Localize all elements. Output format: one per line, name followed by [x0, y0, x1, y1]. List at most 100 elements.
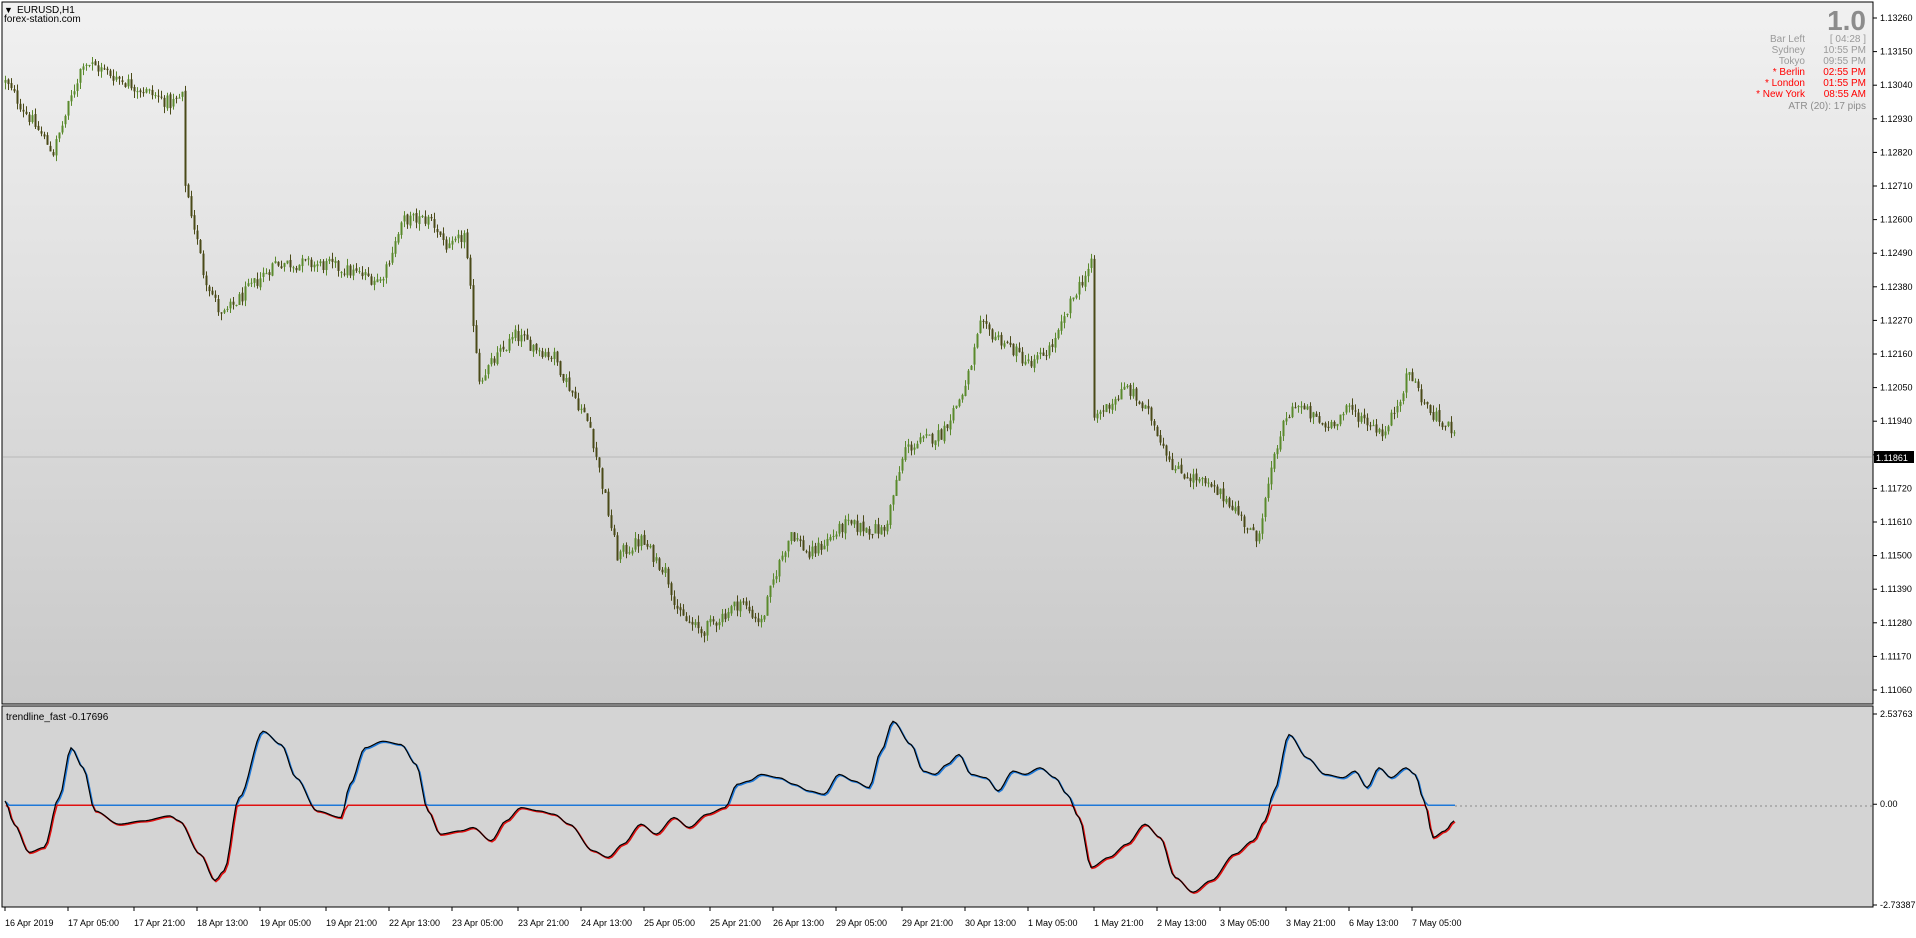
candle-body — [298, 264, 301, 271]
candle-body — [499, 348, 502, 352]
candle-body — [949, 420, 952, 430]
candle-body — [223, 310, 226, 313]
candle-body — [1270, 467, 1273, 485]
candle-body — [1084, 275, 1087, 287]
candle-body — [541, 351, 544, 357]
candle-body — [22, 109, 25, 112]
candle-body — [436, 228, 439, 233]
candle-body — [571, 390, 574, 393]
candle-body — [844, 519, 847, 534]
candle-body — [346, 265, 349, 276]
candle-body — [229, 301, 232, 309]
session-label: * London — [1765, 78, 1805, 89]
candle-body — [481, 380, 484, 382]
candle-body — [283, 263, 286, 267]
candle-body — [1273, 453, 1276, 469]
candle-body — [313, 264, 316, 268]
candle-body — [895, 479, 898, 496]
candle-body — [286, 260, 289, 264]
candle-body — [109, 70, 112, 77]
candle-body — [1150, 407, 1153, 421]
candle-body — [886, 523, 889, 532]
candle-body — [892, 495, 895, 505]
candle-body — [1312, 412, 1315, 418]
candle-body — [988, 324, 991, 330]
candle-body — [364, 272, 367, 276]
candle-body — [244, 286, 247, 301]
candle-body — [1054, 337, 1057, 348]
candle-body — [97, 65, 100, 72]
candle-body — [535, 343, 538, 351]
candle-body — [136, 91, 139, 93]
candle-body — [1324, 423, 1327, 428]
candle-body — [721, 613, 724, 623]
candle-body — [832, 536, 835, 538]
candle-body — [556, 351, 559, 363]
candle-body — [496, 352, 499, 364]
candle-body — [1414, 381, 1417, 383]
candle-body — [112, 75, 115, 81]
candle-body — [1102, 410, 1105, 412]
price-tick-label: 1.11720 — [1880, 483, 1912, 493]
candle-body — [310, 259, 313, 268]
price-candles — [4, 56, 1456, 643]
candle-body — [1261, 518, 1264, 534]
collapse-arrow-icon[interactable]: ▼ — [4, 5, 13, 15]
candle-body — [628, 552, 631, 554]
candle-body — [1168, 456, 1171, 460]
session-value: 10:55 PM — [1823, 45, 1866, 56]
time-tick-label: 18 Apr 13:00 — [197, 918, 248, 928]
candle-body — [1336, 423, 1339, 427]
price-axis: 1.13260 1.13150 1.13040 1.12930 1.12820 1.127… — [1873, 13, 1913, 695]
time-tick-label: 22 Apr 13:00 — [389, 918, 440, 928]
candle-body — [1183, 474, 1186, 479]
candle-body — [550, 357, 553, 359]
candle-body — [1441, 422, 1444, 428]
candle-body — [709, 618, 712, 623]
candle-body — [823, 545, 826, 550]
candle-body — [397, 234, 400, 243]
candle-body — [760, 618, 763, 623]
candle-body — [484, 375, 487, 381]
time-tick-label: 23 Apr 05:00 — [452, 918, 503, 928]
candle-body — [589, 421, 592, 428]
candle-body — [1159, 435, 1162, 443]
candle-body — [724, 613, 727, 620]
candle-body — [1393, 412, 1396, 414]
candle-body — [955, 405, 958, 408]
candle-body — [1069, 298, 1072, 314]
time-tick-label: 19 Apr 05:00 — [260, 918, 311, 928]
candle-body — [445, 239, 448, 250]
candle-body — [1219, 488, 1222, 495]
candle-body — [1186, 477, 1189, 479]
candle-body — [649, 545, 652, 548]
candle-body — [1132, 388, 1135, 397]
candle-body — [505, 349, 508, 351]
candle-body — [1090, 258, 1093, 268]
candle-body — [769, 585, 772, 597]
candle-body — [682, 609, 685, 616]
indicator-tick-label: 2.53763 — [1880, 709, 1913, 719]
candle-body — [1318, 416, 1321, 423]
price-tick-label: 1.13040 — [1880, 80, 1913, 90]
candle-body — [343, 273, 346, 275]
price-tick-label: 1.11390 — [1880, 584, 1912, 594]
candle-body — [1243, 516, 1246, 527]
candle-body — [793, 532, 796, 541]
candle-body — [88, 64, 91, 66]
candle-body — [640, 535, 643, 546]
candle-body — [910, 444, 913, 451]
candle-body — [265, 273, 268, 275]
candle-body — [1240, 514, 1243, 516]
candle-body — [118, 76, 121, 79]
candle-body — [796, 538, 799, 540]
candle-body — [829, 537, 832, 541]
candle-body — [1060, 321, 1063, 331]
candle-body — [121, 80, 124, 83]
candle-body — [1027, 359, 1030, 362]
candle-body — [970, 365, 973, 370]
session-label: * Berlin — [1773, 67, 1805, 78]
candle-body — [7, 79, 10, 85]
candle-body — [799, 539, 802, 542]
website-label: forex-station.com — [4, 14, 81, 25]
